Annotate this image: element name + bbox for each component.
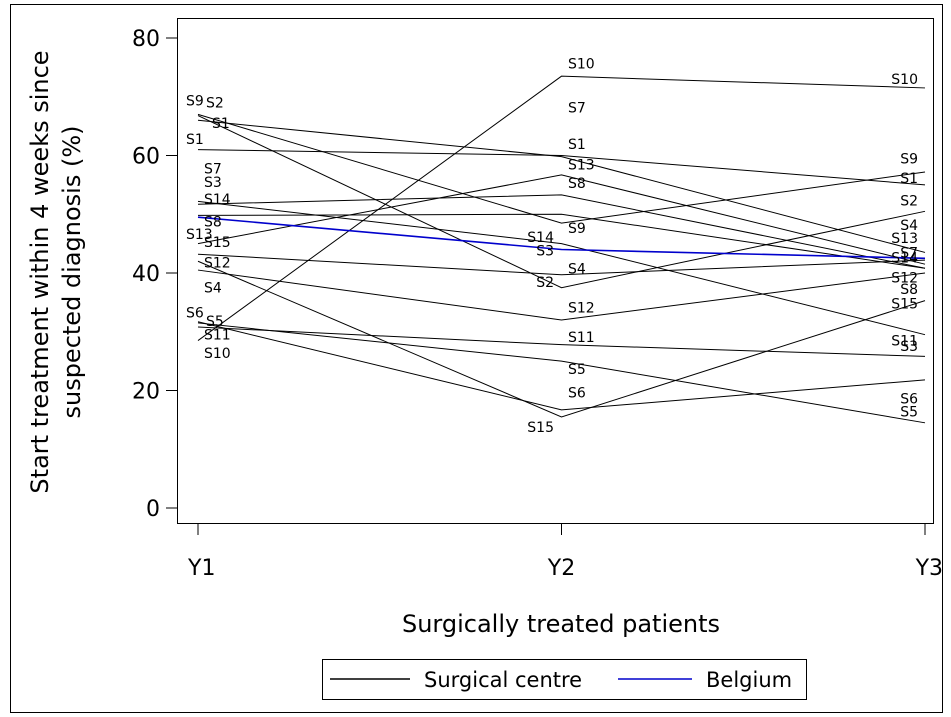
series-label: S1: [568, 137, 586, 153]
series-line-s12: [197, 269, 926, 321]
series-label: S6: [186, 305, 204, 321]
series-line-s15: [197, 260, 926, 418]
series-label: S8: [900, 282, 918, 298]
series-label: S1: [900, 171, 918, 187]
legend: Surgical centre Belgium: [322, 659, 807, 700]
y-tick-label: 60: [132, 145, 160, 170]
series-label: S15: [204, 235, 231, 251]
x-axis-label: Surgically treated patients: [402, 610, 720, 638]
series-line-s4: [197, 253, 926, 276]
y-axis-label: Start treatment within 4 weeks since susp…: [26, 50, 86, 493]
series-label: S5: [900, 405, 918, 421]
series-line-s13: [197, 213, 926, 269]
x-tick-label: Y3: [915, 556, 943, 581]
series-label: S12: [204, 255, 231, 271]
series-label: S11: [891, 334, 918, 350]
y-axis: 0 20 40 60 80: [132, 27, 178, 522]
y-axis-label-line: suspected diagnosis (%): [58, 125, 86, 418]
chart-border: [10, 4, 943, 713]
plot-area: [177, 18, 934, 524]
series-label: S2: [206, 96, 224, 112]
series-label: S9: [186, 93, 204, 109]
series-label: S1: [186, 132, 204, 148]
y-axis-label-line: Start treatment within 4 weeks since: [26, 50, 54, 493]
series-label: S7: [204, 161, 222, 177]
series-label: S13: [891, 231, 918, 247]
series-label: S2: [536, 275, 554, 291]
series-line-s11: [197, 326, 926, 357]
series-label: S1: [212, 116, 230, 132]
series-label: S5: [206, 314, 224, 330]
series-label: S9: [568, 221, 586, 237]
series-label: S7: [568, 100, 586, 116]
series-line-s5: [197, 322, 926, 424]
series-line-s2: [197, 115, 926, 289]
series-line-s9: [197, 113, 926, 224]
series-line-s10: [197, 75, 926, 341]
series-label: S3: [536, 244, 554, 260]
series-label: S8: [204, 214, 222, 230]
x-axis: Y1 Y2 Y3: [187, 523, 943, 581]
y-tick-label: 0: [146, 497, 160, 522]
series-label: S2: [900, 194, 918, 210]
series-label: S12: [891, 271, 918, 287]
series-line-s8: [197, 174, 926, 265]
series-label: S5: [568, 362, 586, 378]
series-line-s6: [197, 321, 926, 411]
y-tick-label: 20: [132, 380, 160, 405]
series-label: S6: [900, 392, 918, 408]
series-label: S10: [204, 346, 231, 362]
series-label: S10: [568, 56, 595, 72]
legend-label: Surgical centre: [424, 668, 582, 692]
x-tick-label: Y2: [547, 556, 575, 581]
series-label: S11: [204, 328, 231, 344]
series-label: S4: [204, 281, 222, 297]
series-line-belgium: [197, 216, 926, 260]
series-line-s1: [197, 149, 926, 186]
series-label: S9: [900, 151, 918, 167]
series-label: S11: [568, 330, 595, 346]
series-label: S6: [568, 385, 586, 401]
series-label: S7: [900, 245, 918, 261]
series-label: S3: [900, 339, 918, 355]
series-label: S14: [891, 251, 918, 267]
series-labels: S9 S2S1S1S7S3S14S8S13S15S12S4S6S5S11S10S1…: [186, 56, 918, 436]
series-label: S14: [527, 230, 554, 246]
x-tick-label: Y1: [187, 556, 215, 581]
series-label: S15: [527, 420, 554, 436]
series-label: S8: [568, 176, 586, 192]
series-label: S14: [204, 192, 231, 208]
series-label: S13: [568, 157, 595, 173]
series-label: S3: [204, 175, 222, 191]
y-tick-label: 80: [132, 27, 160, 52]
series-label: S10: [891, 72, 918, 88]
series-label: S4: [568, 261, 586, 277]
series-label: S13: [186, 227, 213, 243]
series-label: S12: [568, 301, 595, 317]
series-line-s14: [197, 119, 926, 253]
series-label: S4: [900, 218, 918, 234]
series-label: S15: [891, 297, 918, 313]
legend-label: Belgium: [706, 668, 792, 692]
y-tick-label: 40: [132, 262, 160, 287]
series-line-s7: [197, 194, 926, 269]
series-lines: [197, 75, 926, 424]
